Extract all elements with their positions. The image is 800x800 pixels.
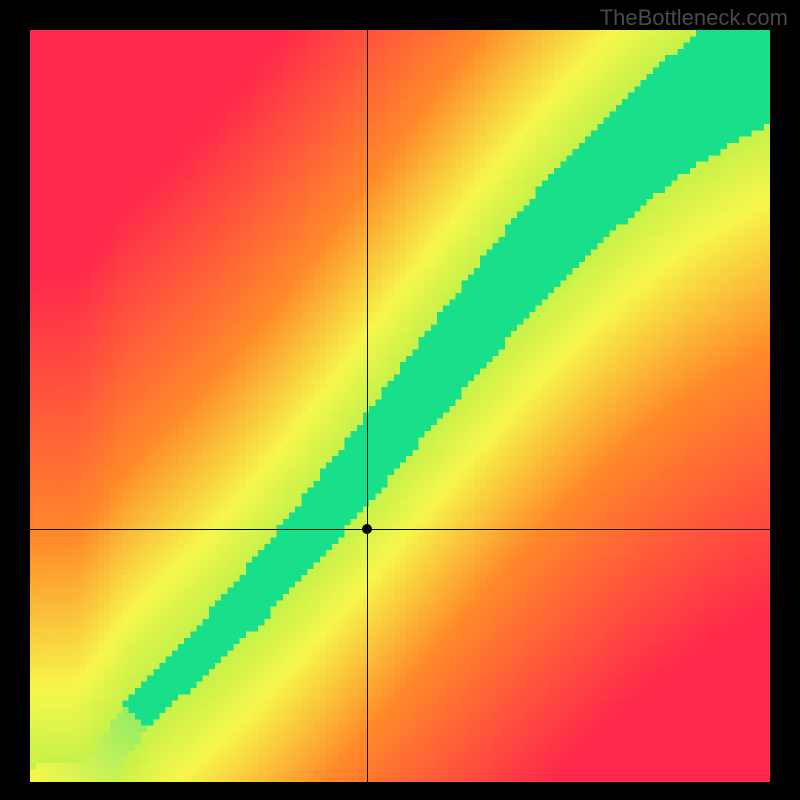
crosshair-horizontal [30, 529, 770, 531]
plot-area [30, 30, 770, 782]
crosshair-vertical [367, 30, 369, 782]
heatmap-canvas [30, 30, 770, 782]
watermark-text: TheBottleneck.com [600, 5, 788, 31]
chart-container: TheBottleneck.com [0, 0, 800, 800]
